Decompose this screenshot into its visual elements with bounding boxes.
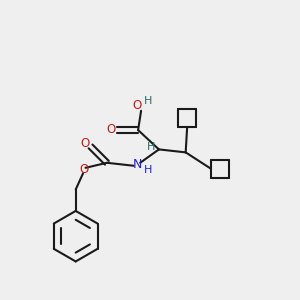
Text: O: O: [132, 99, 141, 112]
Text: O: O: [81, 137, 90, 150]
Text: O: O: [107, 123, 116, 136]
Text: H: H: [144, 165, 153, 175]
Text: O: O: [79, 163, 88, 176]
Text: N: N: [133, 158, 142, 171]
Text: H: H: [146, 142, 155, 152]
Text: H: H: [143, 96, 152, 106]
